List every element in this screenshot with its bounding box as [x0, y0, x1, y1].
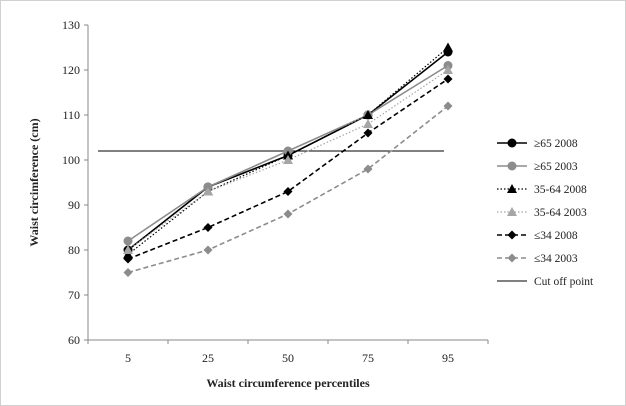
x-axis-title: Waist circumference percentiles: [206, 376, 370, 390]
legend-label-0: ≥65 2008: [534, 138, 578, 150]
legend-marker-0: [507, 138, 517, 148]
data-point-series-5: [443, 101, 453, 111]
data-point-series-1: [123, 236, 133, 246]
x-tick-label: 95: [442, 351, 454, 365]
data-point-series-5: [283, 209, 293, 219]
y-tick-label: 130: [62, 18, 80, 32]
data-point-series-3: [283, 155, 293, 164]
data-point-series-5: [203, 245, 213, 255]
x-ticks: 5 25 50 75 95: [87, 340, 489, 365]
data-point-series-3: [203, 186, 213, 196]
y-tick-label: 70: [68, 288, 80, 302]
legend-marker-1: [507, 161, 517, 171]
legend-marker-4: [507, 230, 517, 240]
data-point-series-4: [203, 223, 213, 232]
x-tick-label: 50: [282, 351, 294, 365]
data-point-series-5: [363, 164, 373, 174]
data-point-series-2: [443, 42, 453, 52]
data-point-series-4: [283, 187, 293, 196]
data-point-series-3: [123, 245, 133, 254]
legend-label-2: 35-64 2008: [534, 184, 587, 196]
y-tick-label: 100: [62, 153, 80, 167]
legend-marker-3: [507, 207, 517, 216]
data-point-series-3: [443, 65, 453, 74]
y-tick-label: 90: [68, 198, 80, 212]
data-point-series-4: [443, 74, 453, 84]
plot-area: 60 70 80 90 100 110 120 130 5 25 50 75 95: [62, 18, 489, 365]
y-tick-label: 80: [68, 243, 80, 257]
data-point-series-4: [123, 254, 133, 264]
series-line-4: [127, 78, 449, 260]
legend-label-1: ≥65 2003: [534, 161, 578, 173]
data-point-series-3: [363, 119, 373, 128]
legend-label-4: ≤34 2008: [534, 230, 578, 242]
legend-marker-2: [507, 184, 517, 193]
data-point-series-5: [123, 268, 133, 277]
x-tick-label: 5: [125, 351, 131, 365]
y-tick-label: 60: [68, 333, 80, 347]
y-ticks: 60 70 80 90 100 110 120 130: [62, 18, 88, 347]
y-tick-label: 110: [62, 108, 80, 122]
data-point-series-4: [363, 128, 373, 138]
series-line-3: [127, 69, 449, 251]
y-tick-label: 120: [62, 63, 80, 77]
series-markers: [123, 42, 453, 277]
legend-label-cut-off: Cut off point: [534, 276, 594, 288]
y-axis-title: Waist circimference (cm): [27, 118, 41, 246]
legend-marker-5: [507, 253, 517, 263]
data-point-series-2: [363, 110, 373, 119]
x-tick-label: 75: [362, 351, 374, 365]
legend-label-5: ≤34 2003: [534, 253, 578, 265]
legend-label-3: 35-64 2003: [534, 207, 587, 219]
x-tick-label: 25: [202, 351, 214, 365]
legend: ≥65 2008 ≥65 2003 35-64 2008 35-64 2003 ≤34 …: [497, 138, 594, 288]
